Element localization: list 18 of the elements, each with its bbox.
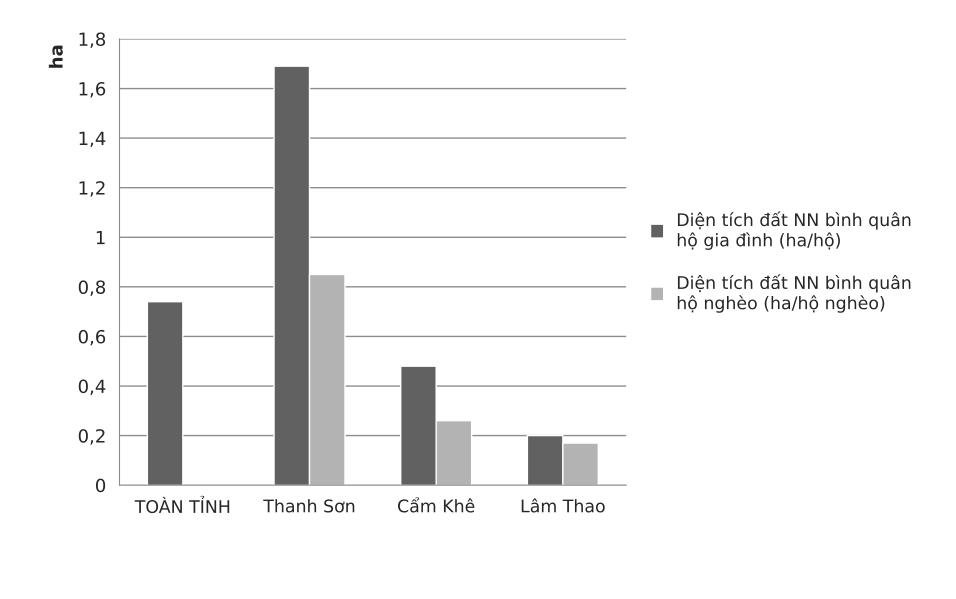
legend-label: Diện tích đất NN bình quân hộ nghèo (ha/hộ nghèo) bbox=[678, 274, 910, 313]
x-tick-label: Thanh Sơn bbox=[263, 499, 354, 513]
y-tick-label: 0 bbox=[96, 478, 106, 492]
x-tick-label: Lâm Thao bbox=[522, 498, 605, 513]
y-tick-label: 0,8 bbox=[78, 280, 106, 296]
y-tick-label: 1,2 bbox=[80, 181, 104, 197]
y-tick-label: 1,4 bbox=[80, 132, 106, 148]
x-tick-label: TOÀN TỈNH bbox=[134, 496, 230, 514]
y-axis-title: ha bbox=[48, 46, 63, 68]
y-tick-label: 1,6 bbox=[80, 82, 106, 98]
y-tick-label: 1,8 bbox=[80, 32, 106, 48]
legend-label: Diện tích đất NN bình quân hộ gia đình (ha/hộ) bbox=[678, 211, 910, 250]
y-tick-label: 0,6 bbox=[78, 330, 106, 346]
x-tick-label: Cẩm Khê bbox=[398, 497, 474, 513]
y-tick-label: 0,4 bbox=[78, 379, 106, 395]
bar bbox=[146, 301, 184, 486]
y-tick-label: 1 bbox=[96, 230, 105, 244]
y-tick-label: 0,2 bbox=[78, 429, 104, 445]
